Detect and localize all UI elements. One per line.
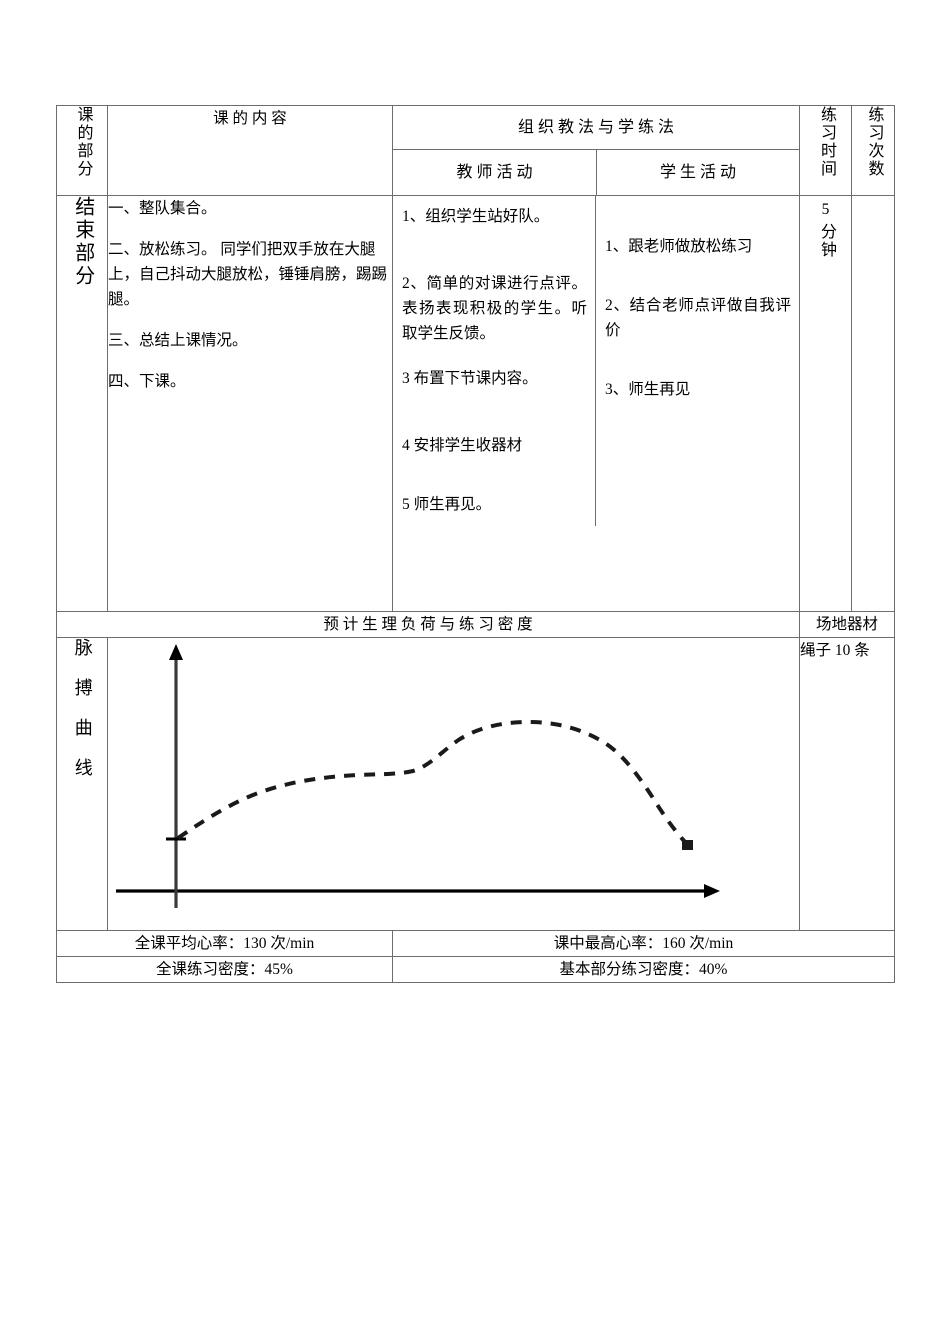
table-header-row: 课的部分 课 的 内 容 组 织 教 法 与 学 练 法 教 师 活 动 学 生… xyxy=(56,105,895,196)
content-item: 一、整队集合。 xyxy=(108,199,217,217)
summary-max-heart-rate: 课中最高心率：160 次/min xyxy=(392,929,895,958)
practice-count-cell xyxy=(851,194,895,612)
pulse-curve-label-text: 脉搏曲线 xyxy=(72,637,93,798)
teacher-activity-item: 1、组织学生站好队。 xyxy=(402,207,550,225)
header-student-activity-label: 学 生 活 动 xyxy=(659,163,736,181)
lesson-content-cell: 一、整队集合。 二、放松练习。 同学们把双手放在大腿上，自己抖动大腿放松，锤锤肩… xyxy=(107,194,393,612)
pulse-curve-chart-cell xyxy=(107,636,800,931)
summary-row-density: 全课练习密度：45% 基本部分练习密度：40% xyxy=(56,956,895,984)
part-label-text: 结束部分 xyxy=(71,195,94,288)
pulse-curve-label-cell: 脉搏曲线 xyxy=(56,636,108,931)
student-activity-item: 3、师生再见 xyxy=(605,381,691,399)
summary-overall-density: 全课练习密度：45% xyxy=(56,956,393,984)
header-content-label: 课 的 内 容 xyxy=(213,110,287,127)
header-part-label: 课的部分 xyxy=(74,106,92,178)
load-title-cell: 预 计 生 理 负 荷 与 练 习 密 度 xyxy=(56,610,800,638)
lesson-plan-table: 课的部分 课 的 内 容 组 织 教 法 与 学 练 法 教 师 活 动 学 生… xyxy=(56,105,895,984)
practice-time-value: 5 分钟 xyxy=(800,196,851,268)
equipment-value-text: 绳子 10 条 xyxy=(800,641,870,659)
lesson-body-row: 结束部分 一、整队集合。 二、放松练习。 同学们把双手放在大腿上，自己抖动大腿放… xyxy=(56,194,895,612)
header-practice-time-label: 练习时间 xyxy=(817,106,835,178)
header-organization-label: 组 织 教 法 与 学 练 法 xyxy=(393,106,799,150)
student-activity-item: 1、跟老师做放松练习 xyxy=(605,237,753,255)
chart-y-axis-arrow-icon xyxy=(169,643,183,660)
header-teacher-activity-label: 教 师 活 动 xyxy=(393,149,597,195)
load-title-row: 预 计 生 理 负 荷 与 练 习 密 度 场地器材 xyxy=(56,610,895,638)
summary-basic-part-density: 基本部分练习密度：40% xyxy=(392,956,895,984)
practice-time-cell: 5 分钟 xyxy=(799,194,852,612)
part-label-cell: 结束部分 xyxy=(56,194,108,612)
teacher-activity-item: 5 师生再见。 xyxy=(402,496,492,514)
pulse-curve-line xyxy=(176,719,690,847)
equipment-value-cell: 绳子 10 条 xyxy=(799,636,895,931)
header-practice-time-cell: 练习时间 xyxy=(799,105,852,196)
lesson-plan-sheet: 课的部分 课 的 内 容 组 织 教 法 与 学 练 法 教 师 活 动 学 生… xyxy=(56,105,895,984)
student-activity-cell: 1、跟老师做放松练习 2、结合老师点评做自我评价 3、师生再见 xyxy=(596,196,799,526)
teacher-activity-cell: 1、组织学生站好队。 2、简单的对课进行点评。表扬表现积极的学生。听取学生反馈。… xyxy=(393,195,597,526)
practice-time-unit: 分钟 xyxy=(817,222,835,259)
header-organization-cell: 组 织 教 法 与 学 练 法 教 师 活 动 学 生 活 动 xyxy=(392,105,800,196)
chart-x-axis-arrow-icon xyxy=(704,883,720,898)
teacher-activity-item: 4 安排学生收器材 xyxy=(402,437,523,455)
content-item: 二、放松练习。 同学们把双手放在大腿上，自己抖动大腿放松，锤锤肩膀，踢踢腿。 xyxy=(108,240,388,309)
header-practice-count-label: 练习次数 xyxy=(865,106,883,178)
practice-time-number: 5 xyxy=(821,200,830,218)
header-practice-count-cell: 练习次数 xyxy=(851,105,895,196)
teacher-activity-item: 2、简单的对课进行点评。表扬表现积极的学生。听取学生反馈。 xyxy=(402,274,588,343)
organization-cell: 1、组织学生站好队。 2、简单的对课进行点评。表扬表现积极的学生。听取学生反馈。… xyxy=(392,194,800,612)
content-item: 三、总结上课情况。 xyxy=(108,332,248,350)
summary-row-heart-rate: 全课平均心率：130 次/min 课中最高心率：160 次/min xyxy=(56,929,895,958)
pulse-curve-row: 脉搏曲线 绳子 10 条 xyxy=(56,636,895,931)
summary-average-heart-rate: 全课平均心率：130 次/min xyxy=(56,929,393,958)
header-part-cell: 课的部分 xyxy=(56,105,108,196)
equipment-header-cell: 场地器材 xyxy=(799,610,895,638)
header-content-cell: 课 的 内 容 xyxy=(107,105,393,196)
pulse-curve-chart xyxy=(116,643,720,908)
teacher-activity-item: 3 布置下节课内容。 xyxy=(402,370,538,388)
pulse-curve-endpoint xyxy=(682,839,693,850)
student-activity-item: 2、结合老师点评做自我评价 xyxy=(605,296,791,340)
header-organization-subrow: 教 师 活 动 学 生 活 动 xyxy=(393,149,799,195)
content-item: 四、下课。 xyxy=(108,373,186,391)
